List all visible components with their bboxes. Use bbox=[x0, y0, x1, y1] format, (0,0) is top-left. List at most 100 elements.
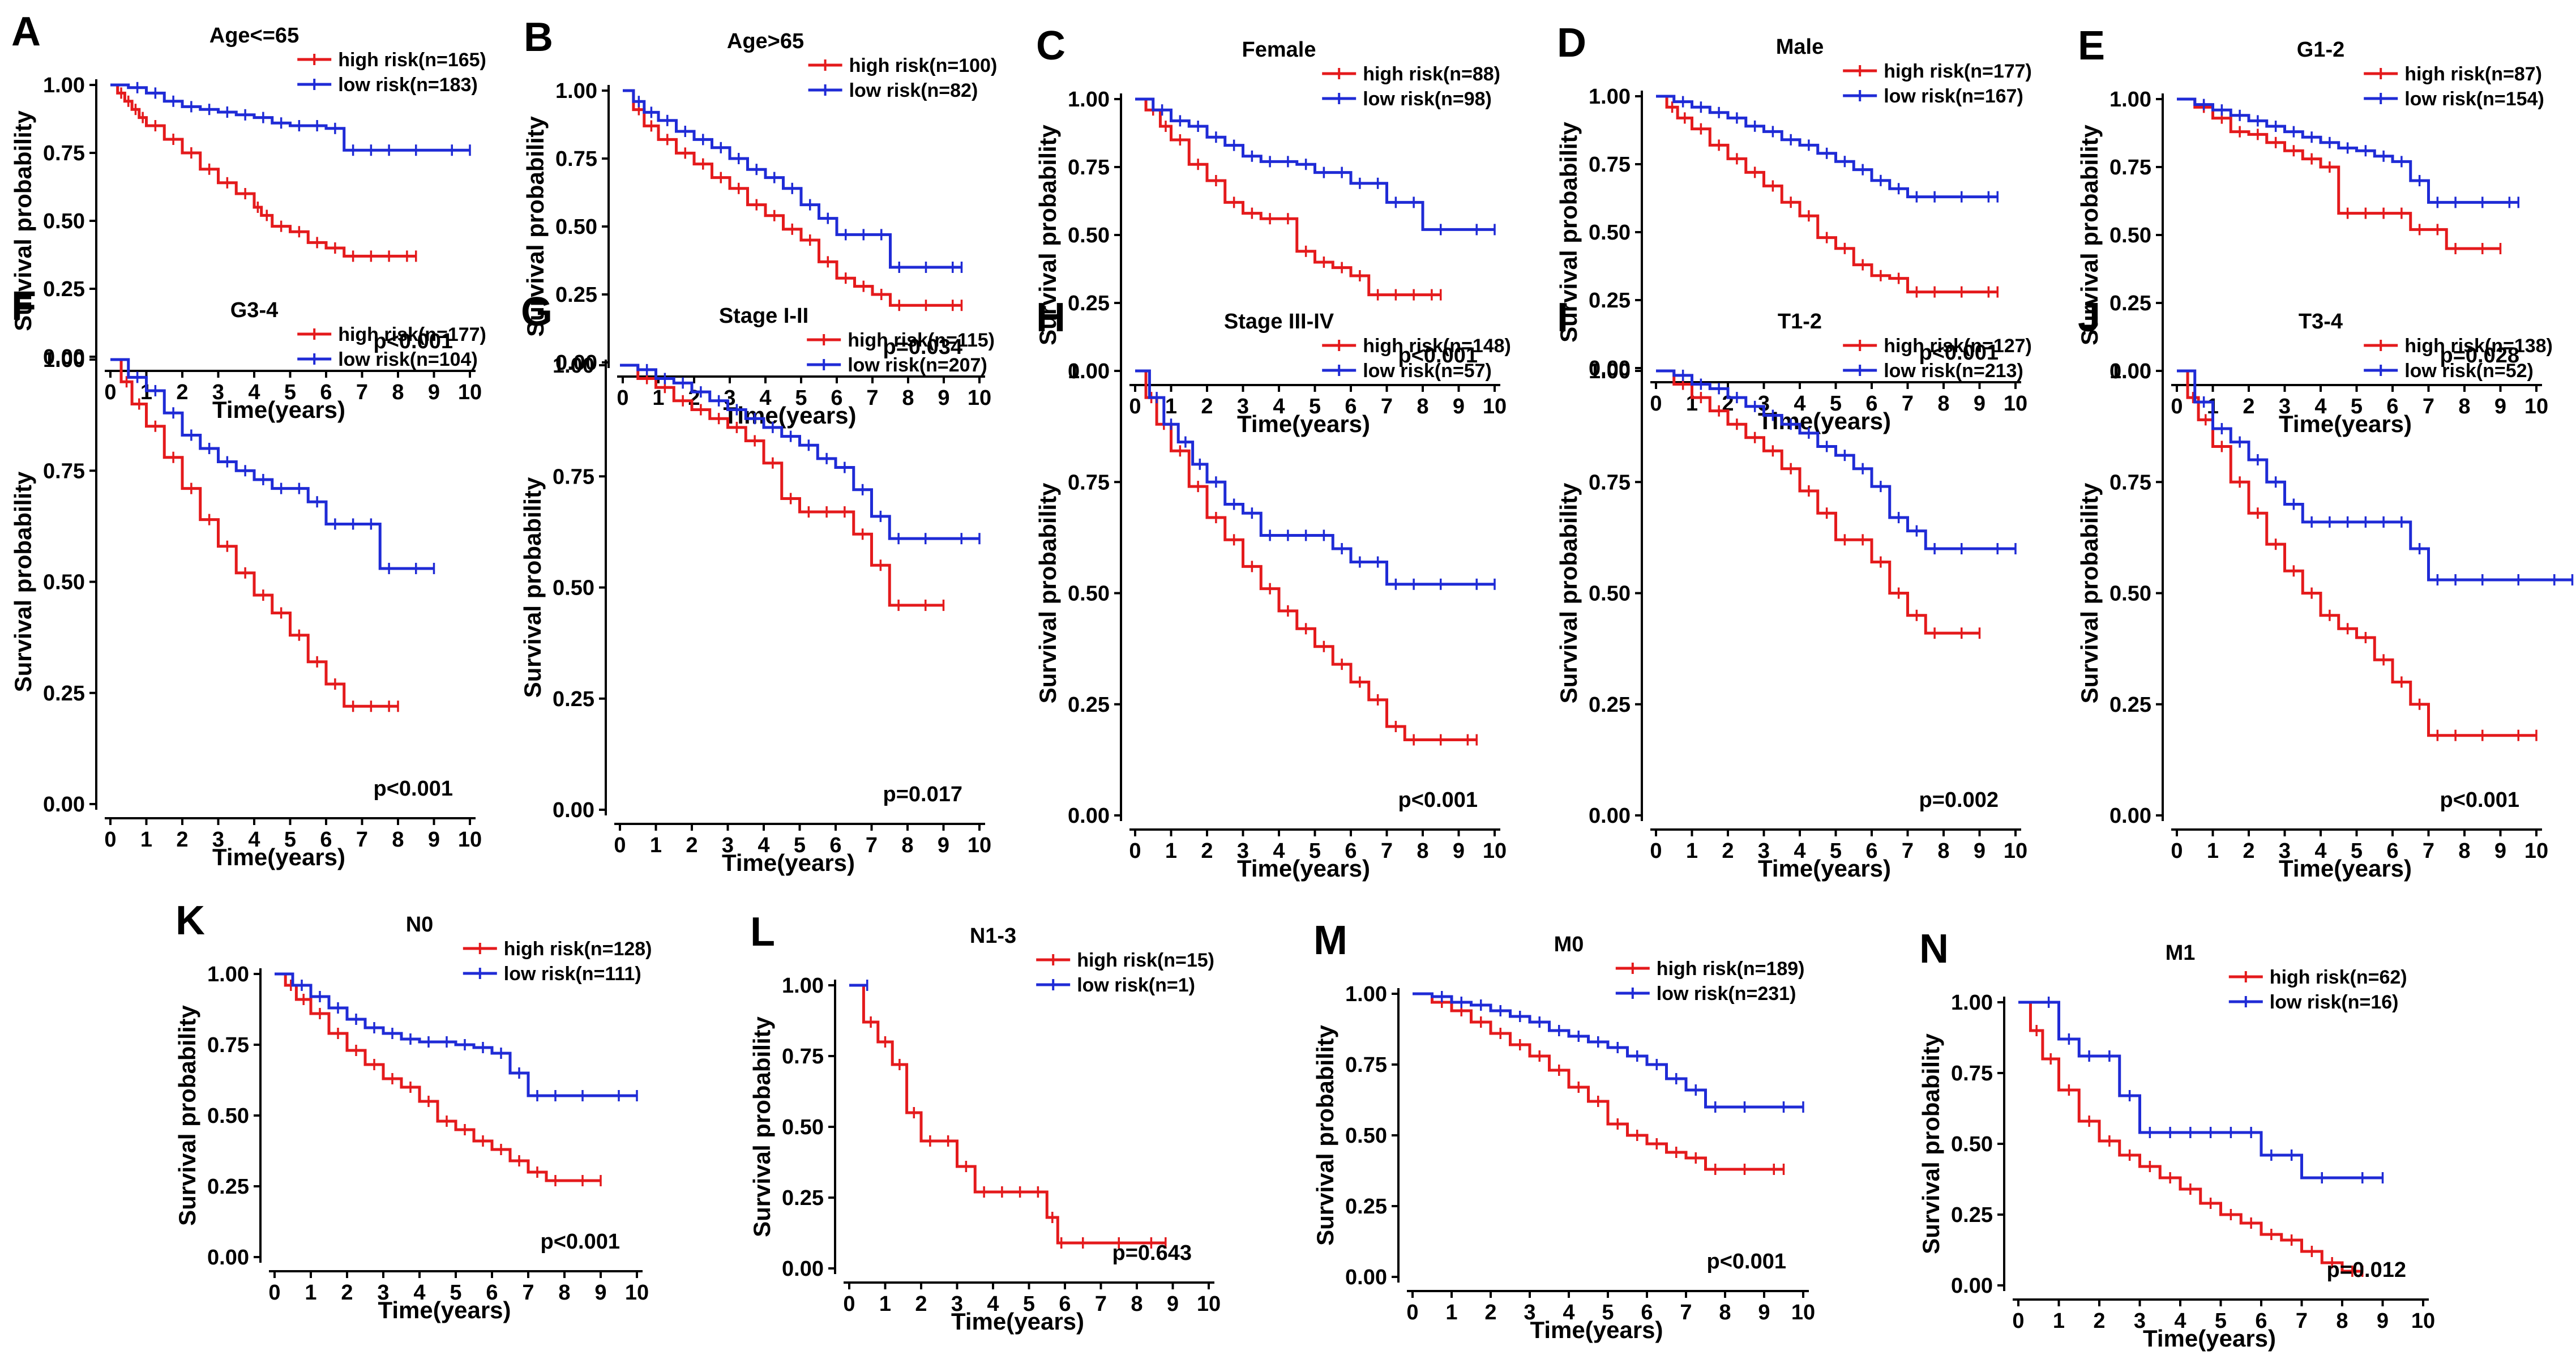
x-tick-label: 7 bbox=[866, 386, 878, 410]
x-tick-label: 9 bbox=[1974, 392, 1986, 416]
panel-letter: G bbox=[521, 289, 553, 335]
y-tick-label: 1.00 bbox=[43, 348, 85, 372]
x-tick-label: 10 bbox=[968, 386, 991, 410]
y-tick-label: 0.75 bbox=[43, 459, 85, 483]
x-tick-label: 2 bbox=[2243, 839, 2254, 863]
p-value: p<0.001 bbox=[374, 777, 453, 801]
y-tick-label: 0.00 bbox=[1589, 804, 1631, 828]
y-tick-label: 0.25 bbox=[2109, 292, 2151, 315]
y-tick-label: 0.25 bbox=[782, 1186, 824, 1210]
x-tick-label: 10 bbox=[1483, 395, 1507, 418]
x-tick-label: 6 bbox=[1641, 1301, 1653, 1324]
y-tick-label: 0.75 bbox=[43, 142, 85, 165]
y-tick-label: 1.00 bbox=[43, 74, 85, 97]
panel-letter: B bbox=[524, 15, 553, 60]
y-tick-label: 0.50 bbox=[1068, 224, 1110, 247]
x-tick-label: 9 bbox=[428, 828, 440, 852]
km-curve-low-risk bbox=[275, 972, 637, 1097]
panel-title: Age>65 bbox=[727, 29, 804, 53]
y-tick-label: 1.00 bbox=[1345, 982, 1387, 1006]
legend-label: low risk(n=154) bbox=[2404, 88, 2544, 110]
km-curve-high-risk bbox=[2177, 97, 2501, 250]
x-axis-title: Time(years) bbox=[1758, 408, 1891, 434]
p-value: p=0.017 bbox=[883, 783, 963, 806]
x-axis-title: Time(years) bbox=[1237, 855, 1370, 882]
km-curve-low-risk bbox=[2177, 369, 2573, 582]
x-tick-label: 4 bbox=[987, 1292, 999, 1316]
x-tick-label: 3 bbox=[2134, 1309, 2146, 1333]
panel-title: G3-4 bbox=[230, 298, 278, 322]
y-tick-label: 0.75 bbox=[1068, 156, 1110, 180]
p-value: p<0.001 bbox=[1707, 1250, 1787, 1273]
y-tick-label: 1.00 bbox=[1951, 991, 1993, 1015]
y-tick-label: 0.00 bbox=[207, 1246, 249, 1270]
x-tick-label: 7 bbox=[1381, 839, 1393, 863]
x-tick-label: 8 bbox=[901, 834, 913, 857]
y-tick-label: 0.25 bbox=[553, 687, 594, 711]
y-tick-label: 0.00 bbox=[1068, 360, 1110, 383]
y-tick-label: 0.75 bbox=[1589, 471, 1631, 494]
km-curve-high-risk bbox=[1135, 369, 1477, 742]
km-curve-high-risk bbox=[275, 972, 601, 1182]
panel-letter: K bbox=[176, 898, 205, 943]
x-tick-label: 4 bbox=[1273, 839, 1285, 863]
panel-title: T3-4 bbox=[2299, 310, 2343, 334]
x-tick-label: 9 bbox=[594, 1281, 606, 1305]
x-tick-label: 4 bbox=[2314, 395, 2326, 418]
x-tick-label: 6 bbox=[1865, 839, 1877, 863]
x-tick-label: 4 bbox=[2314, 839, 2326, 863]
km-curve-high-risk bbox=[110, 358, 398, 708]
x-tick-label: 1 bbox=[2207, 839, 2219, 863]
legend-label: low risk(n=98) bbox=[1363, 88, 1492, 110]
y-tick-label: 0.25 bbox=[1951, 1203, 1993, 1227]
y-tick-label: 0.25 bbox=[1345, 1195, 1387, 1219]
y-tick-label: 0.00 bbox=[555, 351, 597, 375]
x-tick-label: 3 bbox=[951, 1292, 963, 1316]
x-tick-label: 0 bbox=[1129, 839, 1141, 863]
x-tick-label: 2 bbox=[1201, 395, 1213, 418]
legend-label: low risk(n=104) bbox=[338, 349, 478, 370]
x-axis-title: Time(years) bbox=[212, 844, 345, 870]
x-axis-title: Time(years) bbox=[1237, 411, 1370, 437]
km-curve-high-risk bbox=[2177, 369, 2536, 737]
x-tick-label: 2 bbox=[1201, 839, 1213, 863]
legend-label: high risk(n=177) bbox=[1884, 61, 2032, 82]
legend-label: high risk(n=138) bbox=[2404, 335, 2553, 357]
y-axis-title: Survival probability bbox=[748, 1016, 775, 1237]
panel-letter: A bbox=[11, 9, 41, 54]
panel-m: M M0 0.00 0.25 0.50 0.75 1.00 0 1 2 3 4 5 6 7 8 9 10 Time(… bbox=[1312, 918, 1815, 1343]
y-tick-label: 0.25 bbox=[1589, 289, 1631, 313]
x-tick-label: 9 bbox=[428, 381, 440, 404]
x-tick-label: 0 bbox=[1406, 1301, 1418, 1324]
x-tick-label: 9 bbox=[938, 834, 949, 857]
y-tick-label: 1.00 bbox=[207, 963, 249, 986]
x-tick-label: 6 bbox=[2386, 395, 2398, 418]
x-tick-label: 0 bbox=[617, 386, 628, 410]
x-axis-title: Time(years) bbox=[2279, 855, 2412, 882]
legend-label: high risk(n=189) bbox=[1657, 958, 1805, 980]
legend-label: low risk(n=207) bbox=[848, 354, 987, 376]
x-tick-label: 2 bbox=[686, 834, 698, 857]
x-tick-label: 2 bbox=[688, 386, 700, 410]
y-tick-label: 0.50 bbox=[1068, 582, 1110, 606]
panel-letter: H bbox=[1036, 295, 1066, 340]
x-tick-label: 8 bbox=[2458, 395, 2470, 418]
x-tick-label: 8 bbox=[392, 381, 404, 404]
y-tick-label: 0.00 bbox=[2109, 360, 2151, 383]
legend-label: low risk(n=52) bbox=[2404, 360, 2534, 382]
x-tick-label: 9 bbox=[1167, 1292, 1179, 1316]
x-tick-label: 7 bbox=[2296, 1309, 2308, 1333]
panel-g: G Stage I-II0.000.250.500.751.000 1 2 3 4 5 6 7 8… bbox=[519, 289, 995, 876]
x-axis-title: Time(years) bbox=[1530, 1317, 1663, 1343]
y-tick-label: 0.25 bbox=[2109, 693, 2151, 717]
x-axis-title: Time(years) bbox=[212, 396, 345, 423]
legend-label: low risk(n=1) bbox=[1077, 975, 1195, 996]
p-value: p<0.001 bbox=[541, 1230, 621, 1254]
x-axis-title: Time(years) bbox=[951, 1308, 1084, 1335]
p-value: p<0.001 bbox=[1398, 344, 1478, 367]
legend-label: low risk(n=82) bbox=[849, 80, 978, 101]
x-tick-label: 5 bbox=[1023, 1292, 1035, 1316]
x-tick-label: 5 bbox=[795, 386, 807, 410]
y-tick-label: 0.00 bbox=[1345, 1266, 1387, 1289]
x-tick-label: 3 bbox=[1524, 1301, 1535, 1324]
